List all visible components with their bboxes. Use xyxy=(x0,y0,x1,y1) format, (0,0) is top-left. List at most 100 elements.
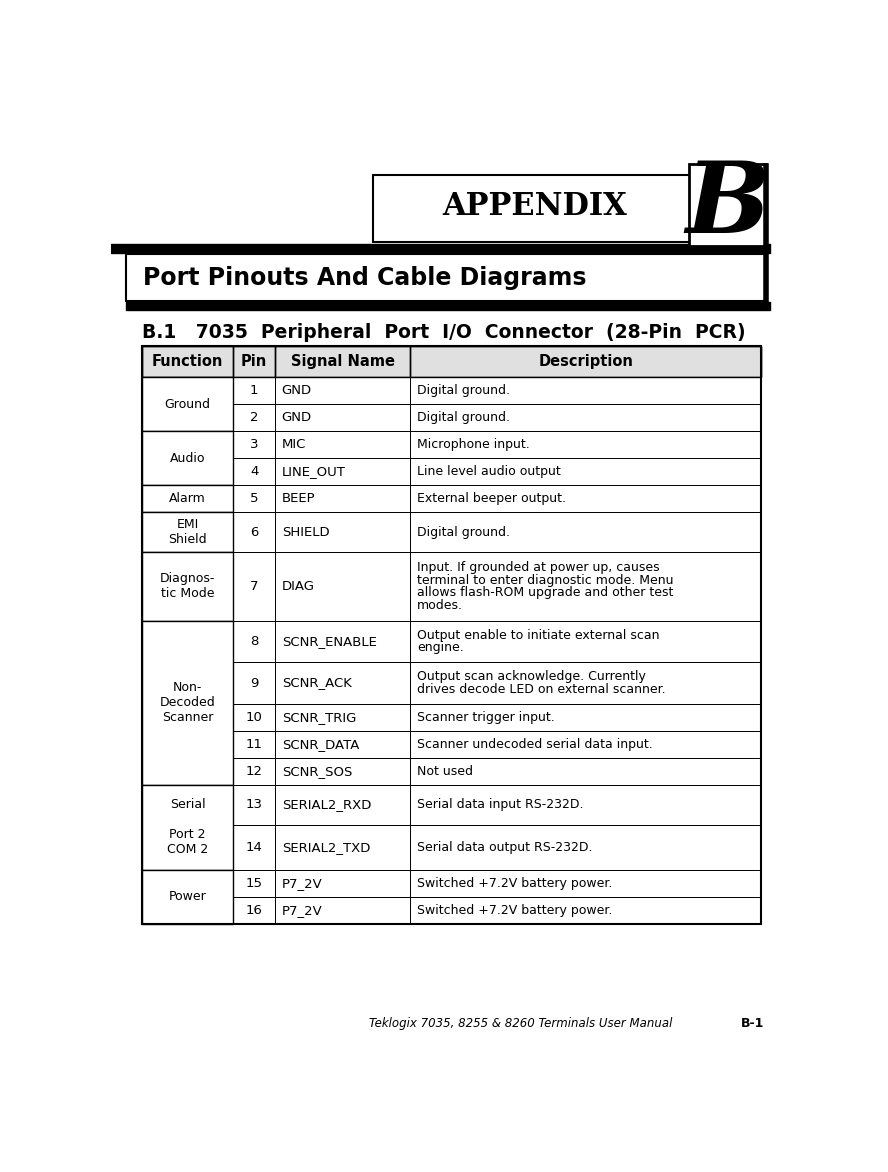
FancyBboxPatch shape xyxy=(410,377,761,404)
FancyBboxPatch shape xyxy=(410,785,761,825)
FancyBboxPatch shape xyxy=(410,897,761,924)
Text: Not used: Not used xyxy=(417,765,473,778)
FancyBboxPatch shape xyxy=(142,377,234,404)
FancyBboxPatch shape xyxy=(142,897,234,924)
FancyBboxPatch shape xyxy=(234,703,274,731)
Text: Scanner trigger input.: Scanner trigger input. xyxy=(417,710,555,724)
Text: 4: 4 xyxy=(250,465,258,478)
FancyBboxPatch shape xyxy=(234,431,274,458)
FancyBboxPatch shape xyxy=(234,552,274,621)
Text: Switched +7.2V battery power.: Switched +7.2V battery power. xyxy=(417,904,613,917)
Text: Power: Power xyxy=(169,891,207,904)
FancyBboxPatch shape xyxy=(410,552,761,621)
FancyBboxPatch shape xyxy=(234,758,274,785)
Text: B-1: B-1 xyxy=(741,1017,764,1030)
FancyBboxPatch shape xyxy=(234,825,274,870)
FancyBboxPatch shape xyxy=(142,662,234,703)
FancyBboxPatch shape xyxy=(410,758,761,785)
FancyBboxPatch shape xyxy=(410,825,761,870)
Text: 2: 2 xyxy=(250,411,258,424)
Text: drives decode LED on external scanner.: drives decode LED on external scanner. xyxy=(417,683,666,696)
Text: Serial data output RS-232D.: Serial data output RS-232D. xyxy=(417,840,593,853)
Text: Description: Description xyxy=(538,354,633,369)
FancyBboxPatch shape xyxy=(410,458,761,485)
FancyBboxPatch shape xyxy=(274,870,410,897)
FancyBboxPatch shape xyxy=(142,458,234,485)
Text: 6: 6 xyxy=(250,526,258,539)
Text: 14: 14 xyxy=(246,840,263,853)
Text: Output scan acknowledge. Currently: Output scan acknowledge. Currently xyxy=(417,670,646,683)
Text: 16: 16 xyxy=(246,904,263,917)
Text: Diagnos-
tic Mode: Diagnos- tic Mode xyxy=(160,572,216,600)
Text: Line level audio output: Line level audio output xyxy=(417,465,561,478)
FancyBboxPatch shape xyxy=(142,552,234,621)
Text: allows flash-ROM upgrade and other test: allows flash-ROM upgrade and other test xyxy=(417,586,674,599)
Text: SERIAL2_RXD: SERIAL2_RXD xyxy=(281,798,371,811)
Text: Audio: Audio xyxy=(170,451,205,465)
FancyBboxPatch shape xyxy=(274,621,410,662)
FancyBboxPatch shape xyxy=(142,785,234,870)
Text: Signal Name: Signal Name xyxy=(290,354,394,369)
FancyBboxPatch shape xyxy=(410,703,761,731)
FancyBboxPatch shape xyxy=(689,164,766,246)
FancyBboxPatch shape xyxy=(274,825,410,870)
Text: Digital ground.: Digital ground. xyxy=(417,526,511,539)
Text: engine.: engine. xyxy=(417,641,464,654)
FancyBboxPatch shape xyxy=(142,758,234,785)
FancyBboxPatch shape xyxy=(274,377,410,404)
FancyBboxPatch shape xyxy=(142,431,234,458)
Text: Port Pinouts And Cable Diagrams: Port Pinouts And Cable Diagrams xyxy=(143,266,587,289)
Text: DIAG: DIAG xyxy=(281,580,314,593)
FancyBboxPatch shape xyxy=(142,431,234,485)
Text: LINE_OUT: LINE_OUT xyxy=(281,465,345,478)
FancyBboxPatch shape xyxy=(274,662,410,703)
FancyBboxPatch shape xyxy=(234,731,274,758)
Text: Alarm: Alarm xyxy=(170,492,206,505)
Text: 7: 7 xyxy=(250,580,258,593)
Text: MIC: MIC xyxy=(281,438,306,451)
Text: Serial

Port 2
COM 2: Serial Port 2 COM 2 xyxy=(167,798,209,857)
Text: Input. If grounded at power up, causes: Input. If grounded at power up, causes xyxy=(417,561,660,574)
FancyBboxPatch shape xyxy=(142,621,234,785)
Text: 3: 3 xyxy=(250,438,258,451)
Text: Scanner undecoded serial data input.: Scanner undecoded serial data input. xyxy=(417,738,653,751)
FancyBboxPatch shape xyxy=(142,512,234,552)
FancyBboxPatch shape xyxy=(410,485,761,512)
Text: Aᴘᴘᴇᴛᴅɪʜ: Aᴘᴘᴇᴛᴅɪʜ xyxy=(524,207,530,209)
FancyBboxPatch shape xyxy=(274,758,410,785)
Text: 12: 12 xyxy=(246,765,263,778)
Text: External beeper output.: External beeper output. xyxy=(417,492,567,505)
FancyBboxPatch shape xyxy=(274,512,410,552)
FancyBboxPatch shape xyxy=(410,662,761,703)
Text: B.1   7035  Peripheral  Port  I/O  Connector  (28-Pin  PCR): B.1 7035 Peripheral Port I/O Connector (… xyxy=(142,323,746,342)
FancyBboxPatch shape xyxy=(410,870,761,897)
Text: 5: 5 xyxy=(250,492,258,505)
FancyBboxPatch shape xyxy=(234,512,274,552)
Text: GND: GND xyxy=(281,384,312,397)
Text: 8: 8 xyxy=(250,635,258,648)
FancyBboxPatch shape xyxy=(126,254,766,301)
FancyBboxPatch shape xyxy=(234,377,274,404)
Text: GND: GND xyxy=(281,411,312,424)
Text: 9: 9 xyxy=(250,676,258,689)
FancyBboxPatch shape xyxy=(410,404,761,431)
FancyBboxPatch shape xyxy=(142,347,761,377)
FancyBboxPatch shape xyxy=(234,458,274,485)
FancyBboxPatch shape xyxy=(142,731,234,758)
Text: P7_2V: P7_2V xyxy=(281,904,322,917)
Text: Pin: Pin xyxy=(241,354,267,369)
FancyBboxPatch shape xyxy=(410,621,761,662)
FancyBboxPatch shape xyxy=(142,870,234,924)
Text: modes.: modes. xyxy=(417,599,464,612)
FancyBboxPatch shape xyxy=(234,870,274,897)
FancyBboxPatch shape xyxy=(142,621,234,662)
Text: 10: 10 xyxy=(246,710,263,724)
FancyBboxPatch shape xyxy=(410,512,761,552)
FancyBboxPatch shape xyxy=(142,404,234,431)
FancyBboxPatch shape xyxy=(274,431,410,458)
Text: Non-
Decoded
Scanner: Non- Decoded Scanner xyxy=(160,681,216,724)
Text: 13: 13 xyxy=(246,798,263,811)
FancyBboxPatch shape xyxy=(274,485,410,512)
FancyBboxPatch shape xyxy=(234,485,274,512)
Text: EMI
Shield: EMI Shield xyxy=(169,518,207,546)
